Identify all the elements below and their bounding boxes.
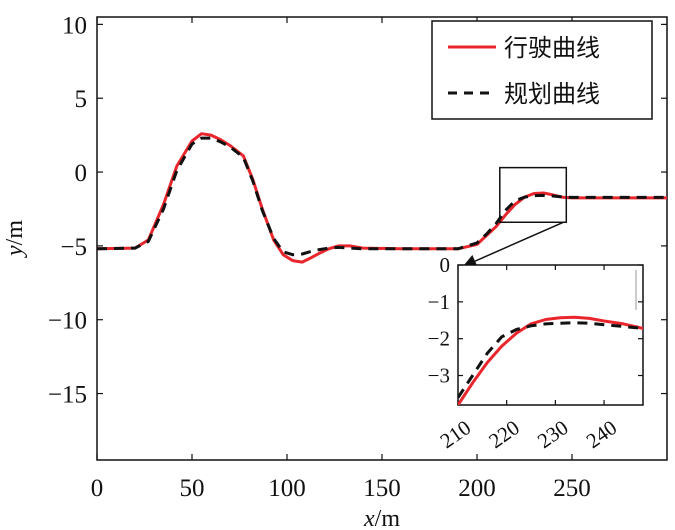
inset-plot-frame [457,264,644,406]
main-ytick-label: 10 [62,12,87,39]
x-axis-label-unit: /m [375,506,401,530]
main-series-driving [97,132,667,264]
main-xtick-label: 250 [553,475,591,502]
legend-label-planned: 规划曲线 [504,80,600,108]
main-xtick-label: 200 [458,475,496,502]
zoom-arrow [462,221,564,268]
inset-axis-ticks [457,264,643,405]
main-xtick-label: 150 [363,475,401,502]
y-axis-label: y/m [2,220,28,258]
legend-box [431,20,653,120]
legend: 行驶曲线 规划曲线 [431,20,653,120]
x-axis-label: x/m [363,506,400,530]
y-axis-label-unit: /m [2,220,28,246]
main-ytick-label: −5 [60,234,87,261]
inset-series-driving [458,315,643,405]
main-ytick-label: 0 [75,160,88,187]
inset-ytick-label: 0 [440,253,451,277]
zoom-region-box [499,166,568,224]
inset-ytick-label: −1 [428,290,450,314]
main-xtick-label: 100 [268,475,306,502]
inset-ytick-label: −3 [428,364,450,388]
main-xtick-label: 0 [91,475,104,502]
main-ytick-label: −10 [48,308,87,335]
main-series-planned [97,136,667,257]
main-xtick-label: 50 [180,475,205,502]
main-ytick-label: −15 [48,382,87,409]
main-axis-ticks [96,17,667,460]
inset-ytick-label: −2 [428,327,450,351]
main-series-group [97,132,667,264]
main-ytick-label: 5 [75,86,88,113]
legend-label-driving: 行驶曲线 [504,34,600,62]
x-axis-label-var: x [363,506,375,530]
inset-series-planned [458,321,643,399]
inset-series-group [458,315,643,405]
y-axis-label-var: y [2,245,28,258]
